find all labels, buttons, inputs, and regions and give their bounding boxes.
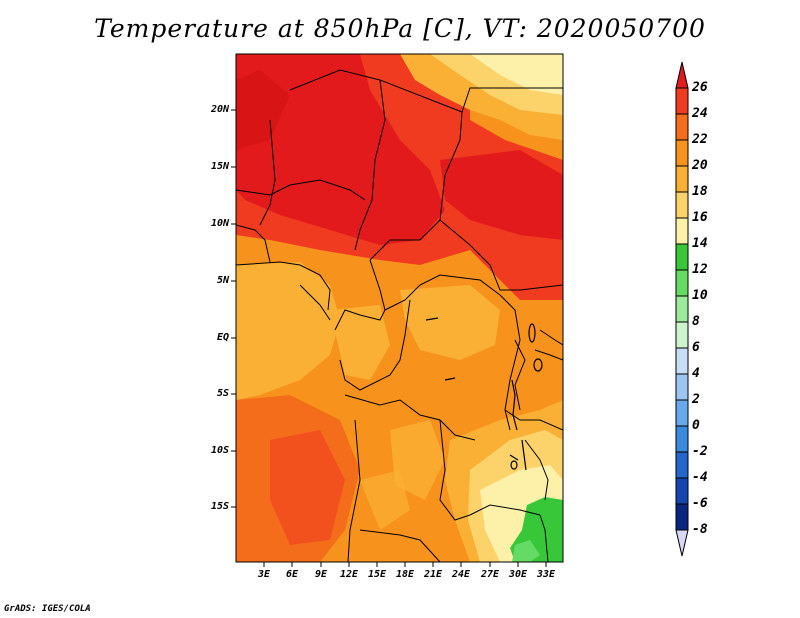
lon-label-15e: 15E <box>367 569 387 580</box>
lat-label-eq: EQ <box>216 332 229 343</box>
colorbar-segment <box>675 113 689 141</box>
colorbar-segment <box>675 217 689 245</box>
colorbar-segment <box>675 321 689 349</box>
colorbar-bottom-arrow <box>675 529 689 557</box>
colorbar-label: -6 <box>692 496 708 511</box>
lat-label-20n: 20N <box>210 104 229 115</box>
lat-label-5s: 5S <box>216 388 229 399</box>
colorbar-segment <box>675 347 689 375</box>
lon-ticks <box>263 562 547 567</box>
colorbar-label: 6 <box>692 340 700 355</box>
chart-title: Temperature at 850hPa [C], VT: 202005070… <box>94 14 706 43</box>
colorbar-segment <box>675 373 689 401</box>
lat-label-15s: 15S <box>210 501 229 512</box>
colorbar-label: -8 <box>692 522 708 537</box>
colorbar-label: 20 <box>692 158 708 173</box>
colorbar <box>675 61 689 557</box>
colorbar-segment <box>675 139 689 167</box>
temperature-field <box>236 54 563 562</box>
colorbar-label: -4 <box>692 470 708 485</box>
colorbar-segment <box>675 295 689 323</box>
colorbar-segment <box>675 191 689 219</box>
colorbar-label: 16 <box>692 210 708 225</box>
lat-label-15n: 15N <box>210 161 229 172</box>
colorbar-label: 8 <box>692 314 700 329</box>
colorbar-label: 26 <box>692 80 708 95</box>
lat-label-10n: 10N <box>210 218 229 229</box>
country-borders <box>236 69 563 562</box>
colorbar-label: 18 <box>692 184 708 199</box>
lat-ticks <box>231 109 236 508</box>
colorbar-segment <box>675 399 689 427</box>
lakes <box>425 317 543 471</box>
colorbar-segment <box>675 243 689 271</box>
colorbar-label: 14 <box>692 236 708 251</box>
lon-label-30e: 30E <box>508 569 528 580</box>
lon-label-21e: 21E <box>423 569 443 580</box>
colorbar-segment <box>675 165 689 193</box>
lat-label-10s: 10S <box>210 445 229 456</box>
colorbar-segment <box>675 451 689 479</box>
colorbar-label: -2 <box>692 444 708 459</box>
lon-label-3e: 3E <box>257 569 271 580</box>
lon-label-12e: 12E <box>339 569 359 580</box>
lon-label-27e: 27E <box>480 569 500 580</box>
lon-label-33e: 33E <box>536 569 556 580</box>
colorbar-label: 4 <box>692 366 700 381</box>
lon-label-6e: 6E <box>285 569 299 580</box>
colorbar-segment <box>675 477 689 505</box>
colorbar-label: 22 <box>692 132 708 147</box>
grads-credit: GrADS: IGES/COLA <box>4 604 91 614</box>
lat-label-5n: 5N <box>216 275 229 286</box>
colorbar-label: 10 <box>692 288 708 303</box>
colorbar-segment <box>675 269 689 297</box>
colorbar-top-arrow <box>675 61 689 89</box>
colorbar-label: 12 <box>692 262 708 277</box>
map-frame <box>235 53 564 563</box>
lon-label-18e: 18E <box>395 569 415 580</box>
colorbar-segment <box>675 503 689 531</box>
colorbar-segment <box>675 87 689 115</box>
colorbar-label: 24 <box>692 106 708 121</box>
lon-label-24e: 24E <box>451 569 471 580</box>
colorbar-label: 0 <box>692 418 700 433</box>
colorbar-segment <box>675 425 689 453</box>
colorbar-label: 2 <box>692 392 700 407</box>
lon-label-9e: 9E <box>314 569 328 580</box>
